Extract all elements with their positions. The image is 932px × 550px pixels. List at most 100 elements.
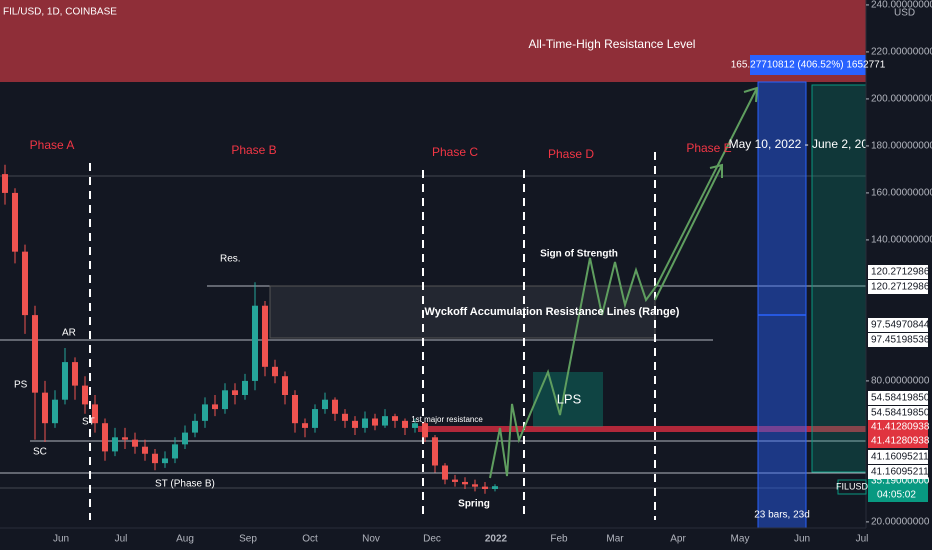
price-tag-label: 120.27129863 (871, 267, 932, 278)
phase-label: Phase A (30, 138, 75, 152)
price-tag (868, 265, 928, 279)
countdown: 04:05:02 (877, 490, 916, 501)
candle-body (52, 399, 58, 424)
candle-body (152, 453, 158, 464)
sos-label: Sign of Strength (540, 249, 618, 260)
phase-label: Phase E (686, 141, 731, 155)
y-tick-label: 140.00000000 (871, 235, 932, 246)
time-axis (0, 528, 866, 550)
candle-body (302, 423, 308, 428)
price-tag-label: 54.58419850 (871, 408, 930, 419)
projection-path (489, 86, 759, 479)
price-tag-label: 97.54970844 (871, 320, 930, 331)
symbol-title: FIL/USD, 1D, COINBASE (3, 7, 117, 18)
x-tick-label: Dec (423, 534, 441, 545)
ps-label: PS (14, 380, 28, 391)
phase-label: Phase C (432, 145, 478, 159)
y-tick-label: 80.00000000 (871, 376, 930, 387)
x-tick-label: Jul (115, 534, 128, 545)
candle-body (422, 423, 428, 438)
price-tag-label: 120.27129863 (871, 282, 932, 293)
candle-body (42, 392, 48, 424)
price-tag-label: 41.16095211 (871, 467, 929, 478)
range-label: Wyckoff Accumulation Resistance Lines (R… (425, 306, 680, 318)
candle-body (232, 390, 238, 396)
ar-label: AR (62, 328, 76, 339)
ath-label: All-Time-High Resistance Level (529, 37, 696, 51)
x-tick-label: Nov (362, 534, 380, 545)
candle-body (452, 479, 458, 482)
price-tag-label: 41.41280938 (871, 422, 930, 433)
x-tick-label: Apr (670, 534, 686, 545)
currency-label: USD (894, 8, 915, 19)
x-tick-label: Oct (302, 534, 318, 545)
y-tick-label: 180.00000000 (871, 141, 932, 152)
candle-body (112, 437, 118, 452)
candle-body (372, 418, 378, 426)
candle-body (282, 376, 288, 396)
st-b-label: ST (Phase B) (155, 479, 215, 490)
candle-body (362, 418, 368, 428)
candle-body (62, 362, 68, 400)
projection-box (750, 55, 866, 75)
projection-label: 165.27710812 (406.52%) 1652771 (731, 60, 886, 71)
symbol-tag (837, 479, 867, 495)
price-tag (868, 406, 928, 420)
candle-body (382, 416, 388, 426)
y-tick-label: 220.00000000 (871, 47, 932, 58)
candle-body (32, 315, 38, 393)
candle-body (342, 413, 348, 421)
price-tag (868, 450, 928, 464)
x-tick-label: Feb (550, 534, 568, 545)
candle-body (482, 486, 488, 489)
ath-zone (0, 0, 866, 82)
candle-body (2, 174, 8, 193)
price-tag (868, 434, 928, 448)
spring-label: Spring (458, 499, 490, 510)
candle-body (72, 362, 78, 386)
candle-body (412, 423, 418, 428)
last-price: 35.19000000 (871, 476, 930, 487)
candle-body (12, 192, 18, 252)
candle-body (292, 395, 298, 424)
x-tick-label: Aug (176, 534, 194, 545)
price-tag-label: 97.45198536 (871, 335, 930, 346)
candle-body (332, 399, 338, 414)
lps-label: LPS (557, 391, 582, 406)
date-range-label: May 10, 2022 - June 2, 2022 (729, 137, 882, 151)
candles (2, 164, 498, 494)
x-tick-label: Sep (239, 534, 257, 545)
st-label: ST (82, 417, 95, 428)
candle-body (352, 420, 358, 428)
phase-label: Phase B (231, 143, 276, 157)
sc-label: SC (33, 447, 47, 458)
candle-body (142, 446, 148, 454)
price-tag-label: 41.41280938 (871, 436, 930, 447)
candle-body (122, 437, 128, 440)
date-range (757, 81, 807, 529)
candle-body (222, 390, 228, 410)
x-tick-label: Jun (794, 534, 810, 545)
x-tick-label: Mar (606, 534, 624, 545)
phase-dividers (89, 152, 656, 520)
x-tick-label: Jul (856, 534, 869, 545)
candle-body (132, 439, 138, 447)
candle-body (102, 423, 108, 452)
price-tag (868, 420, 928, 434)
candle-body (162, 458, 168, 464)
y-tick-label: 20.00000000 (871, 517, 930, 528)
phase-label: Phase D (548, 147, 594, 161)
price-tag (868, 465, 928, 479)
candle-body (392, 416, 398, 421)
price-tag (868, 391, 928, 405)
candle-body (22, 251, 28, 316)
candle-body (262, 305, 268, 367)
price-tag (868, 333, 928, 347)
candle-body (252, 305, 258, 381)
x-tick-label: 2022 (485, 534, 508, 545)
price-tag (868, 280, 928, 294)
candle-body (492, 486, 498, 489)
candle-body (462, 481, 468, 485)
y-tick-label: 160.00000000 (871, 188, 932, 199)
